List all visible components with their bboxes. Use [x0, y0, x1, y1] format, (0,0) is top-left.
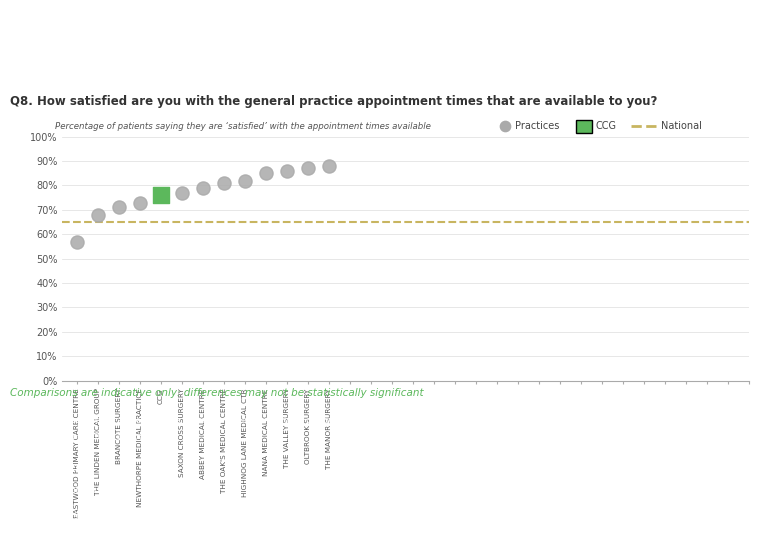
Text: Comparisons are indicative only: differences may not be statistically significan: Comparisons are indicative only: differe… [10, 388, 424, 397]
Text: Ipsos MORI: Ipsos MORI [10, 464, 80, 474]
Text: %Satisfied = %Very satisfied + %Fairly satisfied: %Satisfied = %Very satisfied + %Fairly s… [570, 420, 772, 429]
Point [176, 188, 188, 197]
Text: Practice bases range from 101 to 129: Practice bases range from 101 to 129 [8, 432, 160, 441]
FancyBboxPatch shape [576, 119, 592, 133]
Point [218, 179, 230, 187]
Point [154, 191, 167, 199]
Text: Percentage of patients saying they are ‘satisfied’ with the appointment times av: Percentage of patients saying they are ‘… [55, 122, 431, 131]
Text: Satisfaction with appointment times:: Satisfaction with appointment times: [12, 17, 388, 35]
Point [239, 176, 251, 185]
Point [260, 169, 272, 178]
Text: National: National [661, 122, 702, 131]
Text: Practices: Practices [515, 122, 559, 131]
Text: © Ipsos MORI   19-043653-01 | Version 1 | Public: © Ipsos MORI 19-043653-01 | Version 1 | … [10, 512, 197, 521]
Text: how the CCG’s practices compare: how the CCG’s practices compare [12, 53, 351, 71]
Point [197, 184, 209, 192]
Text: ipsos: ipsos [709, 488, 742, 498]
Point [302, 164, 314, 173]
Point [134, 198, 147, 207]
Text: Base: All those completing a questionnaire excluding ‘I’m not sure when I can ge: Base: All those completing a questionnai… [8, 416, 564, 424]
Point [281, 166, 293, 175]
Point [113, 203, 126, 212]
Text: Social Research Institute: Social Research Institute [10, 487, 122, 495]
Point [323, 161, 335, 170]
Text: 40: 40 [381, 485, 399, 500]
Text: Q8. How satisfied are you with the general practice appointment times that are a: Q8. How satisfied are you with the gener… [10, 94, 658, 108]
Point [92, 211, 105, 219]
Text: CCG: CCG [595, 122, 616, 131]
Point [71, 237, 83, 246]
